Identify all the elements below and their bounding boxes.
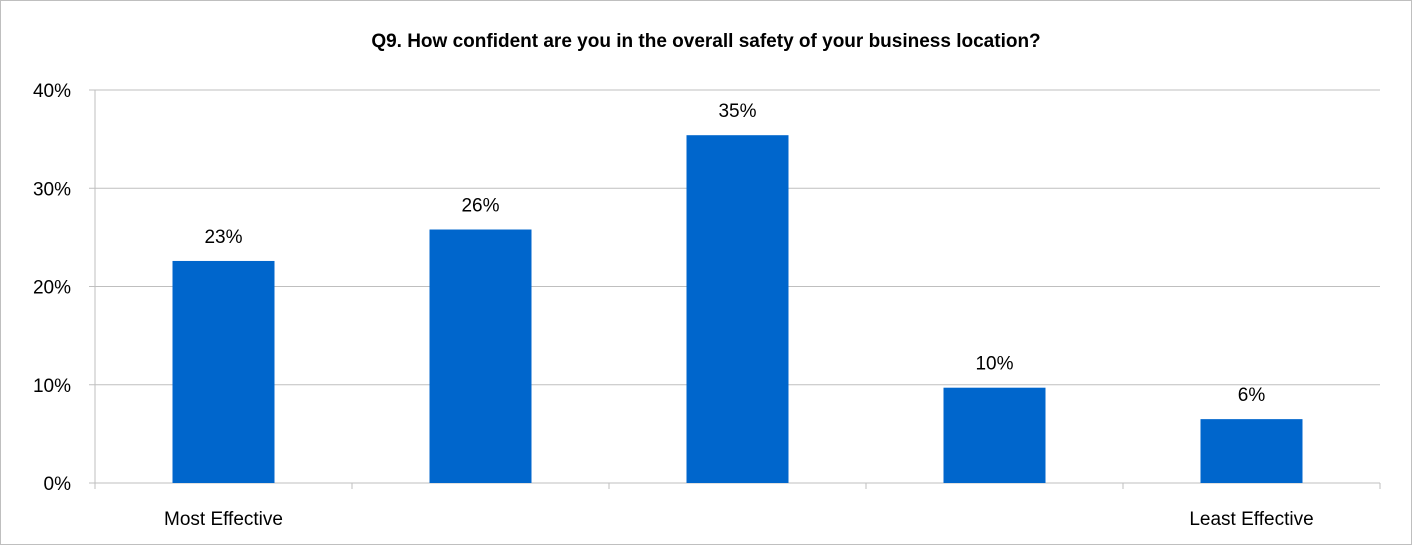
data-label: 10% (975, 354, 1013, 375)
bar (686, 135, 789, 483)
bar (943, 387, 1046, 483)
y-tick-label: 20% (33, 278, 71, 299)
data-label: 35% (718, 101, 756, 122)
data-label: 26% (461, 196, 499, 217)
chart-title: Q9. How confident are you in the overall… (371, 31, 1041, 52)
y-tick-label: 30% (33, 179, 71, 200)
x-category-label: Most Effective (164, 509, 283, 530)
x-category-label: Least Effective (1189, 509, 1313, 530)
y-tick-label: 0% (44, 474, 72, 495)
y-tick-label: 40% (33, 81, 71, 102)
data-label: 6% (1238, 385, 1266, 406)
y-tick-label: 10% (33, 376, 71, 397)
data-label: 23% (204, 227, 242, 248)
bar (429, 229, 532, 483)
bar (1200, 419, 1303, 483)
bar (172, 260, 275, 483)
